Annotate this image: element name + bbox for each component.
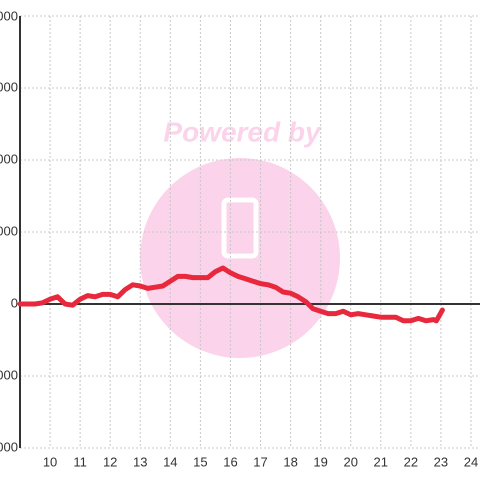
y-tick-label: 0 — [11, 295, 18, 310]
x-tick-label: 17 — [253, 454, 267, 469]
x-tick-label: 23 — [434, 454, 448, 469]
x-tick-label: 12 — [103, 454, 117, 469]
x-tick-label: 22 — [404, 454, 418, 469]
x-tick-label: 15 — [193, 454, 207, 469]
y-tick-label: 12,000 — [0, 8, 18, 23]
watermark: Powered by — [163, 116, 322, 147]
x-tick-label: 18 — [283, 454, 297, 469]
x-tick-label: 20 — [343, 454, 357, 469]
y-tick-label: 9,000 — [0, 79, 18, 94]
x-tick-label: 19 — [313, 454, 327, 469]
x-tick-label: 16 — [223, 454, 237, 469]
x-tick-label: 11 — [73, 454, 87, 469]
y-tick-label: -6,000 — [0, 439, 18, 454]
y-tick-label: 3,000 — [0, 223, 18, 238]
x-tick-label: 21 — [374, 454, 388, 469]
y-tick-label: 6,000 — [0, 151, 18, 166]
x-tick-label: 14 — [163, 454, 177, 469]
x-tick-label: 13 — [133, 454, 147, 469]
x-tick-label: 10 — [43, 454, 57, 469]
logo-icon — [221, 197, 259, 259]
y-tick-label: -3,000 — [0, 367, 18, 382]
x-tick-label: 24 — [464, 454, 478, 469]
line-series — [17, 265, 445, 324]
